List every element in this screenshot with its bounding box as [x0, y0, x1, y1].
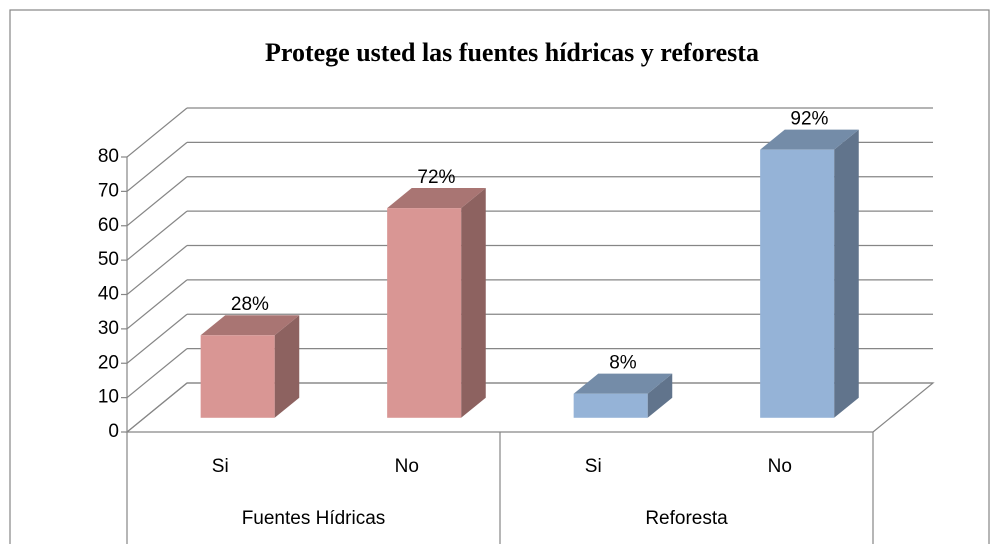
- group-label: Fuentes Hídricas: [242, 508, 386, 529]
- x-tick-label: Si: [585, 456, 602, 477]
- data-label: 8%: [609, 353, 637, 374]
- bar: [200, 335, 275, 418]
- y-tick-label: 10: [98, 387, 119, 408]
- y-tick-label: 30: [98, 318, 119, 339]
- bar-side: [834, 129, 859, 418]
- bar-top: [387, 188, 486, 209]
- bar-top: [573, 373, 673, 394]
- group-label: Reforesta: [645, 508, 728, 529]
- data-label: 92%: [790, 109, 828, 130]
- bar-side: [461, 188, 486, 418]
- y-tick-label: 80: [98, 146, 119, 167]
- grid-line: [126, 313, 188, 364]
- data-label: 72%: [417, 167, 455, 188]
- grid-line: [126, 348, 188, 399]
- x-tick-label: Si: [212, 456, 229, 477]
- bar-side: [274, 315, 300, 418]
- chart-title: Protege usted las fuentes hídricas y ref…: [265, 38, 759, 67]
- grid-line: [126, 107, 188, 158]
- bar: [387, 208, 462, 418]
- bar: [573, 393, 648, 418]
- grid-line: [126, 245, 188, 295]
- y-tick-label: 40: [98, 284, 119, 305]
- bar-top: [200, 315, 300, 336]
- y-tick-label: 20: [98, 352, 119, 373]
- grid-line: [126, 210, 188, 261]
- grid-line: [126, 176, 188, 227]
- x-tick-label: No: [768, 456, 792, 477]
- grid-line: [126, 279, 188, 330]
- y-tick-label: 70: [98, 180, 119, 201]
- bar-side: [647, 373, 673, 418]
- grid-line: [126, 141, 188, 192]
- x-tick-label: No: [395, 456, 419, 477]
- bar-top: [760, 129, 859, 150]
- data-label: 28%: [231, 294, 269, 315]
- y-tick-label: 60: [98, 215, 119, 236]
- y-tick-label: 0: [108, 421, 119, 442]
- bar: [760, 149, 835, 418]
- grid-line: [126, 382, 188, 433]
- y-tick-label: 50: [98, 249, 119, 270]
